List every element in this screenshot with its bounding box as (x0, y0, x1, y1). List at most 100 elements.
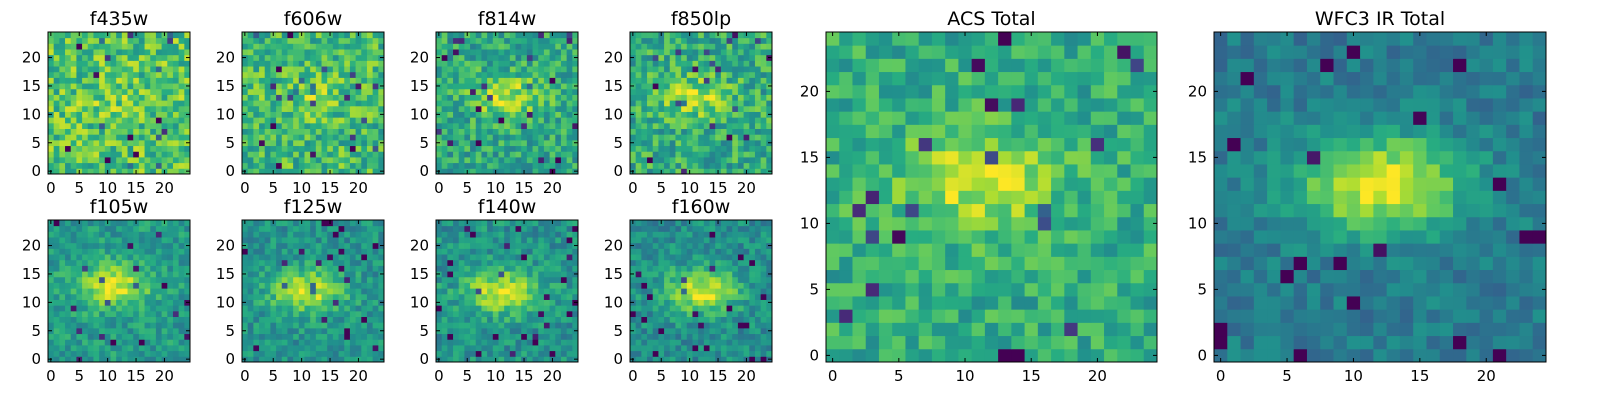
heatmap-cell (242, 94, 249, 101)
heatmap-cell (287, 94, 294, 101)
heatmap-cell (59, 49, 66, 56)
heatmap-cell (264, 322, 271, 329)
heatmap-cell (481, 83, 488, 90)
heatmap-cell (264, 83, 271, 90)
heatmap-cell (720, 94, 728, 101)
heatmap-cell (532, 310, 539, 318)
heatmap-cell (698, 139, 705, 147)
heatmap-cell (138, 344, 146, 352)
heatmap-cell (349, 32, 357, 39)
heatmap-cell (669, 327, 676, 335)
heatmap-cell (70, 350, 77, 357)
heatmap-cell (754, 94, 762, 101)
heatmap-cell (532, 271, 539, 278)
heatmap-cell (310, 49, 317, 56)
heatmap-cell (355, 134, 362, 141)
heatmap-cell (247, 356, 254, 363)
heatmap-cell (658, 111, 665, 118)
y-tick-label: 20 (216, 237, 235, 255)
heatmap-cell (361, 271, 368, 278)
heatmap-cell (155, 128, 163, 135)
heatmap-cell (167, 265, 174, 272)
heatmap-cell (184, 333, 191, 340)
heatmap-cell (715, 43, 722, 50)
heatmap-cell (555, 60, 562, 67)
heatmap-cell (287, 168, 294, 175)
heatmap-cell (276, 322, 283, 329)
heatmap-cell (652, 66, 659, 73)
heatmap-cell (150, 265, 157, 272)
heatmap-cell (635, 271, 642, 278)
heatmap-cell (447, 32, 454, 39)
heatmap-cell (104, 310, 111, 318)
x-tick-label: 10 (486, 179, 505, 197)
heatmap-cell (526, 356, 534, 363)
heatmap-cell (475, 122, 482, 130)
heatmap-cell (504, 259, 511, 266)
heatmap-cell (59, 322, 66, 329)
heatmap-cell (53, 288, 60, 295)
heatmap-cell (310, 168, 317, 175)
heatmap-cell (184, 231, 191, 238)
heatmap-cell (355, 94, 362, 101)
heatmap-cell (349, 156, 357, 164)
heatmap-cell (48, 94, 55, 101)
heatmap-cell (703, 293, 710, 300)
heatmap-cell (647, 333, 654, 340)
heatmap-cell (48, 305, 55, 312)
heatmap-cell (242, 151, 249, 158)
heatmap-cell (458, 100, 465, 107)
heatmap-cell (549, 344, 556, 352)
heatmap-cell (104, 37, 111, 44)
heatmap-cell (366, 299, 374, 306)
heatmap-cell (298, 66, 305, 73)
heatmap-cell (698, 60, 705, 67)
heatmap-cell (543, 100, 551, 107)
heatmap-cell (344, 316, 351, 323)
heatmap-cell (572, 254, 579, 261)
heatmap-cell (133, 60, 140, 67)
heatmap-cell (172, 88, 180, 95)
heatmap-cell (99, 344, 106, 352)
heatmap-cell (259, 117, 266, 124)
heatmap-cell (310, 111, 317, 118)
heatmap-cell (127, 37, 134, 44)
heatmap-cell (458, 288, 465, 295)
heatmap-cell (526, 276, 534, 283)
heatmap-cell (487, 333, 494, 340)
heatmap-cell (441, 231, 448, 238)
heatmap-cell (116, 282, 123, 289)
heatmap-cell (692, 350, 699, 357)
heatmap-cell (754, 282, 762, 289)
heatmap-cell (104, 265, 111, 272)
heatmap-cell (515, 327, 522, 335)
heatmap-cell (327, 66, 334, 73)
heatmap-cell (555, 265, 562, 272)
heatmap-cell (372, 225, 379, 232)
heatmap-cell (560, 356, 568, 363)
heatmap-cell (641, 151, 648, 158)
heatmap-cell (332, 111, 340, 118)
heatmap-cell (543, 32, 551, 39)
heatmap-cell (167, 117, 174, 124)
heatmap-cell (703, 156, 710, 164)
heatmap-cell (150, 322, 157, 329)
heatmap-cell (709, 94, 716, 101)
heatmap-cell (372, 248, 379, 255)
heatmap-cell (315, 327, 322, 335)
heatmap-cell (178, 293, 185, 300)
heatmap-cell (749, 66, 756, 73)
heatmap-cell (127, 105, 134, 112)
heatmap-cell (321, 344, 328, 352)
heatmap-cell (259, 94, 266, 101)
heatmap-cell (692, 32, 699, 39)
heatmap-cell (572, 60, 579, 67)
heatmap-cell (555, 248, 562, 255)
heatmap-cell (572, 259, 579, 266)
heatmap-cell (133, 310, 140, 318)
heatmap-cell (509, 322, 516, 329)
heatmap-cell (332, 356, 340, 363)
heatmap-cell (498, 71, 505, 78)
heatmap-cell (664, 66, 671, 73)
